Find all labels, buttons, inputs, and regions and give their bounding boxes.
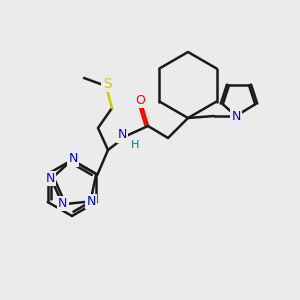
Text: N: N: [87, 195, 96, 208]
Text: N: N: [231, 110, 241, 122]
Text: H: H: [131, 140, 139, 150]
Text: N: N: [68, 152, 78, 166]
Text: N: N: [117, 128, 127, 142]
Text: S: S: [103, 77, 111, 91]
Text: N: N: [58, 197, 67, 210]
Text: O: O: [135, 94, 145, 106]
Text: N: N: [46, 172, 55, 185]
